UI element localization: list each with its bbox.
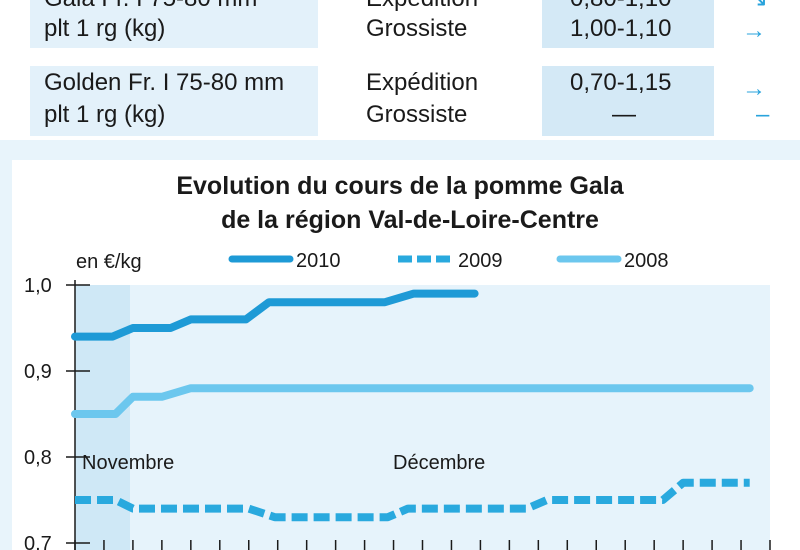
row1-price1: 0,80-1,10 bbox=[570, 0, 671, 14]
chart-title-line2: de la région Val-de-Loire-Centre bbox=[221, 206, 599, 234]
legend-label-2009: 2009 bbox=[458, 250, 503, 272]
y-tick-label-2: 0,9 bbox=[24, 361, 52, 383]
y-tick-label-1: 0,8 bbox=[24, 447, 52, 469]
row1-price-cell bbox=[542, 0, 714, 48]
row2-product-cell bbox=[30, 66, 318, 136]
y-tick-label-3: 1,0 bbox=[24, 275, 52, 297]
row1-stage2: Grossiste bbox=[366, 15, 468, 42]
row1-product-cell bbox=[30, 0, 318, 48]
y-axis-unit-label: en €/kg bbox=[76, 251, 142, 273]
row1-product-line2: plt 1 rg (kg) bbox=[44, 15, 166, 42]
row2-trend-flat-icon: – bbox=[756, 101, 770, 128]
row1-stage1: Expédition bbox=[366, 0, 478, 14]
series-line-2009 bbox=[75, 478, 750, 522]
row2-product-line1: Golden Fr. I 75-80 mm bbox=[44, 69, 285, 96]
legend-label-2010: 2010 bbox=[296, 250, 341, 272]
row2-stage2: Grossiste bbox=[366, 101, 468, 128]
chart-title-line1: Evolution du cours de la pomme Gala bbox=[176, 172, 624, 200]
row2-stage1: Expédition bbox=[366, 69, 479, 96]
series-line-2010 bbox=[71, 289, 479, 341]
row2-price2: — bbox=[612, 101, 636, 128]
series-line-2008 bbox=[71, 384, 754, 418]
price-table: Gala Fr. I 75-80 mm plt 1 rg (kg) Expédi… bbox=[0, 0, 800, 140]
row1-product-line1: Gala Fr. I 75-80 mm bbox=[44, 0, 257, 14]
y-tick-label-0: 0,7 bbox=[24, 533, 52, 550]
row1-trend-down-icon: ↘ bbox=[748, 0, 768, 14]
row2-product-line2: plt 1 rg (kg) bbox=[44, 101, 166, 128]
legend-label-2008: 2008 bbox=[624, 250, 669, 272]
row2-price-cell bbox=[542, 66, 714, 136]
row2-trend-right-icon: → bbox=[742, 75, 766, 102]
month-label-decembre: Décembre bbox=[393, 452, 485, 474]
month-label-november: Novembre bbox=[82, 452, 174, 474]
row1-trend-right-icon: → bbox=[742, 17, 766, 44]
row2-price1: 0,70-1,15 bbox=[570, 69, 672, 96]
row1-price2: 1,00-1,10 bbox=[570, 15, 672, 42]
